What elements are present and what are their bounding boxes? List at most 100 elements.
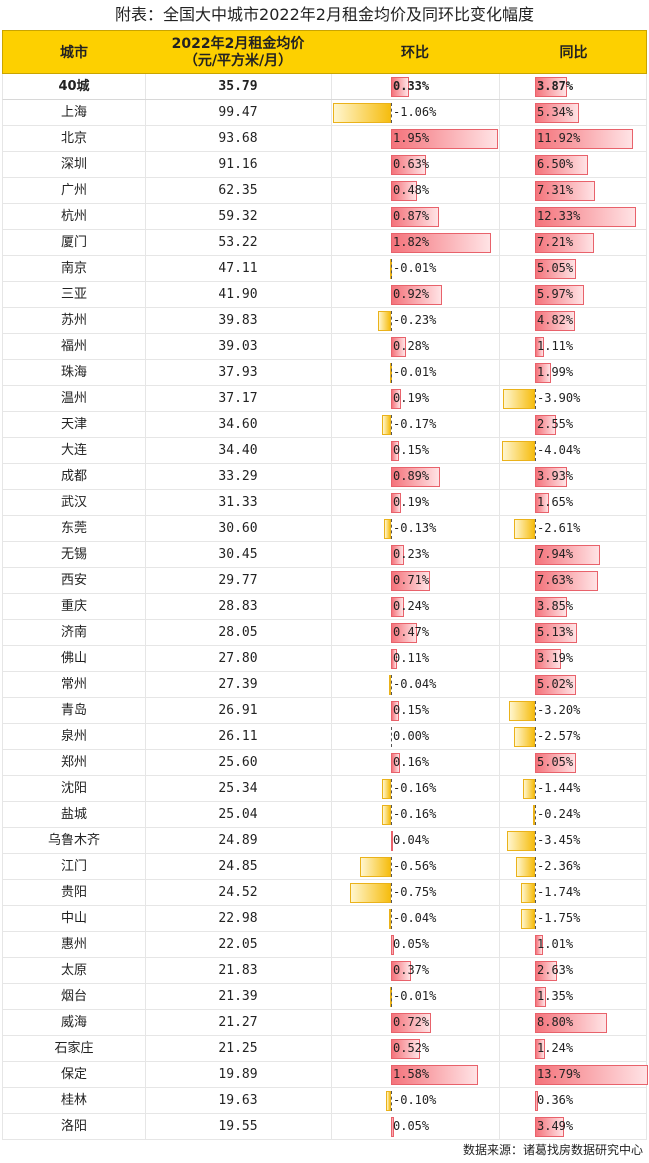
yoy-value: 5.05% bbox=[537, 261, 574, 275]
column-divider bbox=[499, 776, 500, 801]
column-divider bbox=[331, 282, 332, 307]
rent-cell: 24.85 bbox=[218, 859, 258, 874]
mom-value: -0.56% bbox=[393, 859, 437, 873]
yoy-bar bbox=[535, 1117, 564, 1137]
yoy-value: 1.01% bbox=[537, 937, 574, 951]
column-divider bbox=[499, 906, 500, 931]
yoy-value: 7.63% bbox=[537, 573, 574, 587]
table-row: 保定 19.89 1.58% 13.79% bbox=[2, 1062, 649, 1088]
rent-cell: 39.83 bbox=[218, 313, 258, 328]
column-divider bbox=[499, 854, 500, 879]
yoy-value: 7.94% bbox=[537, 547, 574, 561]
column-divider bbox=[331, 126, 332, 151]
table-row: 惠州 22.05 0.05% 1.01% bbox=[2, 932, 647, 958]
yoy-bar bbox=[535, 1065, 649, 1085]
mom-bar bbox=[391, 493, 402, 513]
column-divider bbox=[499, 984, 500, 1009]
column-divider bbox=[145, 126, 146, 151]
mom-axis-line bbox=[391, 987, 392, 1007]
yoy-axis-line bbox=[535, 701, 536, 721]
yoy-value: 12.33% bbox=[537, 209, 581, 223]
yoy-bar bbox=[513, 519, 535, 539]
rent-cell: 62.35 bbox=[218, 183, 258, 198]
yoy-axis-line bbox=[535, 805, 536, 825]
rent-cell: 24.89 bbox=[218, 833, 258, 848]
column-divider bbox=[331, 542, 332, 567]
table-row: 杭州 59.32 0.87% 12.33% bbox=[2, 204, 647, 230]
mom-bar bbox=[378, 311, 391, 331]
city-cell: 佛山 bbox=[60, 651, 87, 666]
mom-value: 0.15% bbox=[393, 703, 430, 717]
column-divider bbox=[499, 620, 500, 645]
yoy-value: -2.57% bbox=[537, 729, 581, 743]
city-cell: 西安 bbox=[60, 573, 87, 588]
yoy-bar bbox=[535, 311, 575, 331]
summary-row: 40城 35.79 0.33% 3.87% bbox=[2, 74, 647, 100]
yoy-axis-line bbox=[535, 857, 536, 877]
table-row: 太原 21.83 0.37% 2.63% bbox=[2, 958, 647, 984]
mom-bar bbox=[391, 233, 492, 253]
yoy-value: 5.13% bbox=[537, 625, 574, 639]
column-divider bbox=[145, 1088, 146, 1113]
mom-value: 0.04% bbox=[393, 833, 430, 847]
rent-cell: 21.25 bbox=[218, 1041, 258, 1056]
column-divider bbox=[145, 568, 146, 593]
column-divider bbox=[331, 698, 332, 723]
table-row: 西安 29.77 0.71% 7.63% bbox=[2, 568, 647, 594]
mom-bar bbox=[382, 805, 391, 825]
column-divider bbox=[331, 620, 332, 645]
yoy-bar bbox=[535, 233, 595, 253]
column-divider bbox=[145, 802, 146, 827]
column-divider bbox=[499, 698, 500, 723]
yoy-value: -3.20% bbox=[537, 703, 581, 717]
mom-value: 0.87% bbox=[393, 209, 430, 223]
column-divider bbox=[145, 750, 146, 775]
yoy-bar bbox=[533, 805, 536, 825]
mom-bar bbox=[349, 883, 391, 903]
yoy-bar bbox=[535, 207, 637, 227]
mom-bar bbox=[385, 1091, 391, 1111]
table-row: 青岛 26.91 0.15% -3.20% bbox=[2, 698, 647, 724]
table-row: 珠海 37.93 -0.01% 1.99% bbox=[2, 360, 647, 386]
column-divider bbox=[145, 334, 146, 359]
column-divider bbox=[331, 750, 332, 775]
yoy-value: 1.11% bbox=[537, 339, 574, 353]
city-cell: 泉州 bbox=[60, 729, 87, 744]
column-divider bbox=[331, 802, 332, 827]
yoy-bar bbox=[535, 129, 633, 149]
yoy-value: -1.44% bbox=[537, 781, 581, 795]
city-cell: 杭州 bbox=[60, 209, 87, 224]
table-row: 济南 28.05 0.47% 5.13% bbox=[2, 620, 647, 646]
mom-axis-line bbox=[391, 103, 392, 123]
yoy-axis-line bbox=[535, 779, 536, 799]
mom-value: 0.47% bbox=[393, 625, 430, 639]
header-rent-line1: 2022年2月租金均价 bbox=[171, 36, 305, 52]
table-header: 城市 2022年2月租金均价 （元/平方米/月） 环比 同比 bbox=[2, 30, 647, 74]
column-divider bbox=[145, 360, 146, 385]
city-cell: 桂林 bbox=[60, 1093, 87, 1108]
column-divider bbox=[145, 646, 146, 671]
table-row: 乌鲁木齐 24.89 0.04% -3.45% bbox=[2, 828, 647, 854]
mom-bar bbox=[391, 597, 405, 617]
column-divider bbox=[145, 1062, 146, 1087]
mom-value: -0.13% bbox=[393, 521, 437, 535]
table-row: 三亚 41.90 0.92% 5.97% bbox=[2, 282, 647, 308]
yoy-value: 3.87% bbox=[537, 79, 574, 93]
mom-axis-line bbox=[391, 415, 392, 435]
yoy-bar bbox=[535, 675, 577, 695]
city-cell: 威海 bbox=[60, 1015, 87, 1030]
yoy-value: 7.21% bbox=[537, 235, 574, 249]
column-divider bbox=[331, 854, 332, 879]
yoy-bar bbox=[535, 1039, 546, 1059]
yoy-value: -1.75% bbox=[537, 911, 581, 925]
mom-value: -0.75% bbox=[393, 885, 437, 899]
table-row: 郑州 25.60 0.16% 5.05% bbox=[2, 750, 647, 776]
table-row: 沈阳 25.34 -0.16% -1.44% bbox=[2, 776, 647, 802]
yoy-value: 6.50% bbox=[537, 157, 574, 171]
table-row: 常州 27.39 -0.04% 5.02% bbox=[2, 672, 647, 698]
mom-bar bbox=[388, 909, 391, 929]
mom-axis-line bbox=[391, 909, 392, 929]
yoy-bar bbox=[503, 389, 535, 409]
rent-cell: 34.60 bbox=[218, 417, 258, 432]
yoy-value: 2.55% bbox=[537, 417, 574, 431]
